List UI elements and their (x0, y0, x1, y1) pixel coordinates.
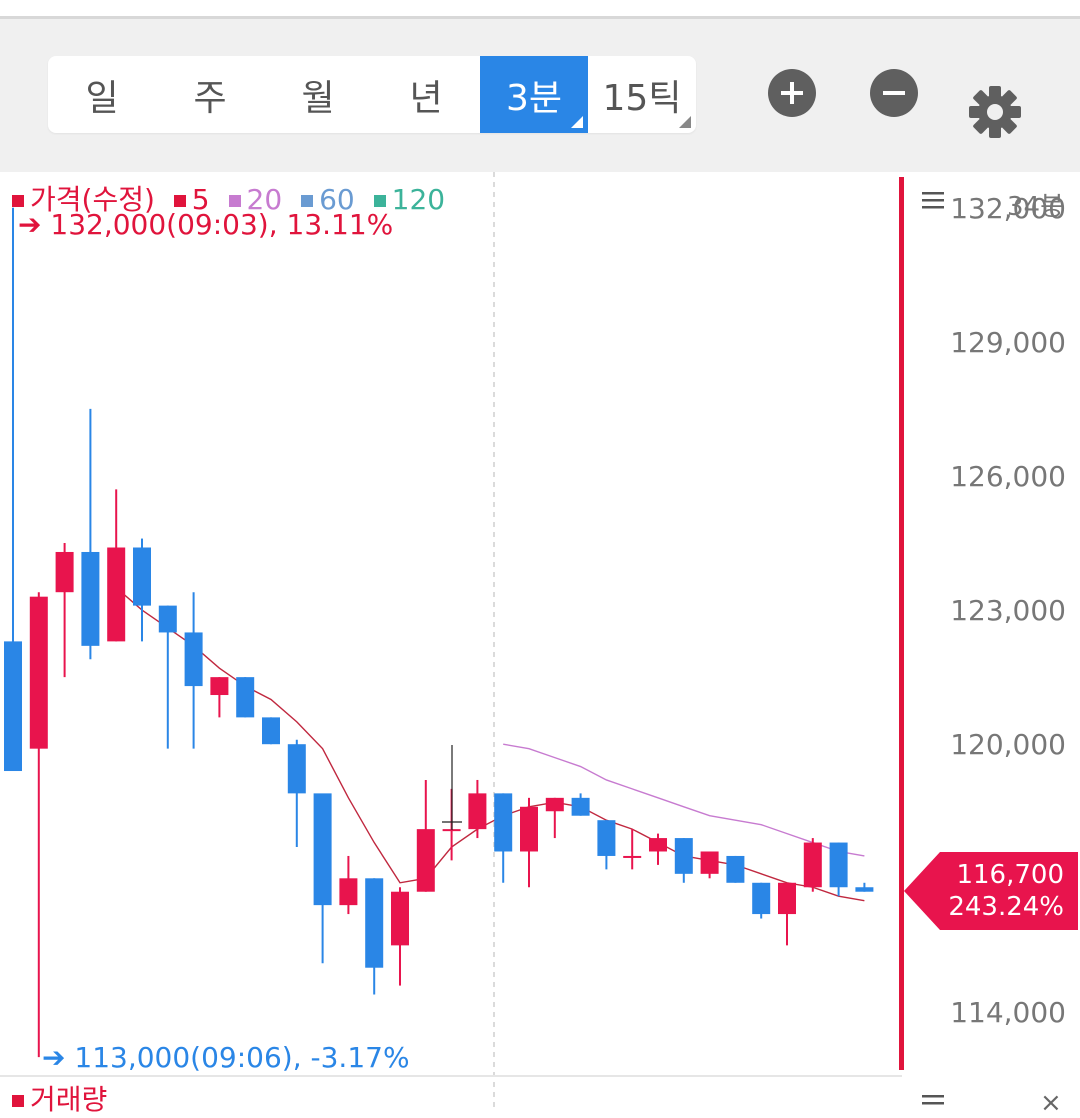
volume-legend-label: 거래량 (30, 1083, 108, 1116)
max-price-marker: ➔ 132,000(09:03), 13.11% (18, 208, 393, 241)
candle-body (339, 878, 358, 906)
price-legend-swatch (12, 195, 24, 207)
dropdown-corner-icon (571, 116, 583, 128)
period-selector: 일 주 월 년 3분 15틱 (48, 56, 696, 133)
volume-legend: 거래량 (12, 1078, 107, 1118)
period-tab-0[interactable]: 일 (48, 56, 156, 133)
max-arrow-icon: ➔ (18, 208, 42, 241)
current-change: 243.24% (948, 892, 1064, 922)
y-tick-label: 132,000 (950, 191, 1066, 225)
candle-body (468, 793, 487, 830)
ma60-legend-label: 60 (319, 183, 355, 216)
settings-button[interactable] (968, 85, 1022, 143)
candle-body (416, 829, 435, 892)
chart-menu-button[interactable] (922, 192, 946, 214)
zoom-in-icon (781, 82, 803, 104)
price-legend-label: 가격(수정) (30, 183, 155, 216)
ma5-legend-swatch (173, 195, 186, 207)
zoom-out-icon (883, 91, 905, 95)
zoom-in-button[interactable] (768, 69, 816, 117)
period-tab-label: 월 (301, 77, 335, 119)
y-tick-label: 126,000 (950, 459, 1066, 493)
y-tick-label: 120,000 (950, 728, 1066, 762)
y-tick-label: 123,000 (950, 594, 1066, 628)
period-tab-label: 15틱 (602, 77, 682, 119)
period-tab-4[interactable]: 3분 (480, 56, 588, 133)
candle-body (391, 891, 409, 946)
candle-body (210, 677, 229, 696)
ma60-legend-swatch (301, 195, 314, 207)
candle-body (623, 855, 642, 858)
candle-body (649, 838, 667, 852)
candle-body (4, 641, 22, 772)
hamburger-icon (922, 1095, 944, 1105)
period-tab-2[interactable]: 월 (264, 56, 372, 133)
candle-body (855, 887, 874, 892)
candle-body (313, 793, 332, 906)
candle-body (803, 842, 822, 888)
plot-area (0, 172, 902, 1075)
candle-body (262, 717, 280, 745)
candle-body (442, 829, 461, 832)
y-tick-label: 114,000 (950, 996, 1066, 1030)
candle-body (700, 851, 719, 874)
candle-body (158, 605, 177, 633)
ma120-legend-swatch (373, 195, 386, 207)
candle-body (752, 882, 771, 915)
current-price: 116,700 (956, 860, 1064, 890)
candle-body (494, 793, 513, 852)
period-tab-label: 주 (193, 77, 227, 119)
period-tab-label: 일 (85, 77, 119, 119)
min-arrow-icon: ➔ (42, 1041, 66, 1074)
gear-icon (969, 86, 1021, 138)
chart-toolbar: 일 주 월 년 3분 15틱 (0, 19, 1080, 172)
top-divider (0, 16, 1080, 19)
y-tick-label: 129,000 (950, 325, 1066, 359)
candle-body (365, 878, 384, 968)
candle-body (184, 632, 203, 687)
candle-body (571, 797, 590, 816)
ma20-line (503, 743, 865, 857)
period-tab-1[interactable]: 주 (156, 56, 264, 133)
candle-body (597, 820, 616, 856)
candle-body (107, 547, 126, 642)
candle-body (829, 842, 848, 888)
candle-body (778, 882, 796, 915)
candle-body (81, 551, 100, 646)
min-price-text: 113,000(09:06), -3.17% (74, 1041, 410, 1074)
candle-body (520, 806, 538, 852)
close-icon[interactable]: × (1040, 1088, 1062, 1118)
price-tag-shape (904, 852, 1078, 930)
ma20-legend-label: 20 (246, 183, 283, 216)
ma120-legend-label: 120 (391, 183, 446, 216)
ma20-legend-swatch (228, 195, 241, 207)
ma5-legend-label: 5 (191, 183, 210, 216)
volume-legend-swatch (12, 1095, 24, 1107)
current-price-line (899, 177, 904, 1070)
candle-body (55, 551, 74, 593)
period-tab-5[interactable]: 15틱 (588, 56, 696, 133)
candle-body (236, 677, 255, 718)
volume-divider (0, 1075, 902, 1077)
period-tab-label: 년 (409, 77, 443, 119)
candle-body (29, 596, 48, 749)
candle-body (545, 797, 564, 812)
chart-legend: 가격(수정) 5 20 60 120 (12, 178, 445, 218)
zoom-out-button[interactable] (870, 69, 918, 117)
volume-menu-button[interactable] (922, 1094, 946, 1113)
bar-count: 34봉 (1006, 192, 1064, 222)
candle-body (674, 838, 693, 874)
period-tab-label: 3분 (505, 77, 563, 119)
candle-body (133, 547, 151, 606)
hamburger-icon (922, 192, 944, 209)
max-price-text: 132,000(09:03), 13.11% (50, 208, 394, 241)
current-price-tag: 116,700 243.24% (904, 852, 1078, 930)
period-tab-3[interactable]: 년 (372, 56, 480, 133)
candle-body (287, 744, 306, 794)
candle-body (726, 855, 745, 883)
dropdown-corner-icon (679, 116, 691, 128)
min-price-marker: ➔ 113,000(09:06), -3.17% (42, 1041, 410, 1074)
